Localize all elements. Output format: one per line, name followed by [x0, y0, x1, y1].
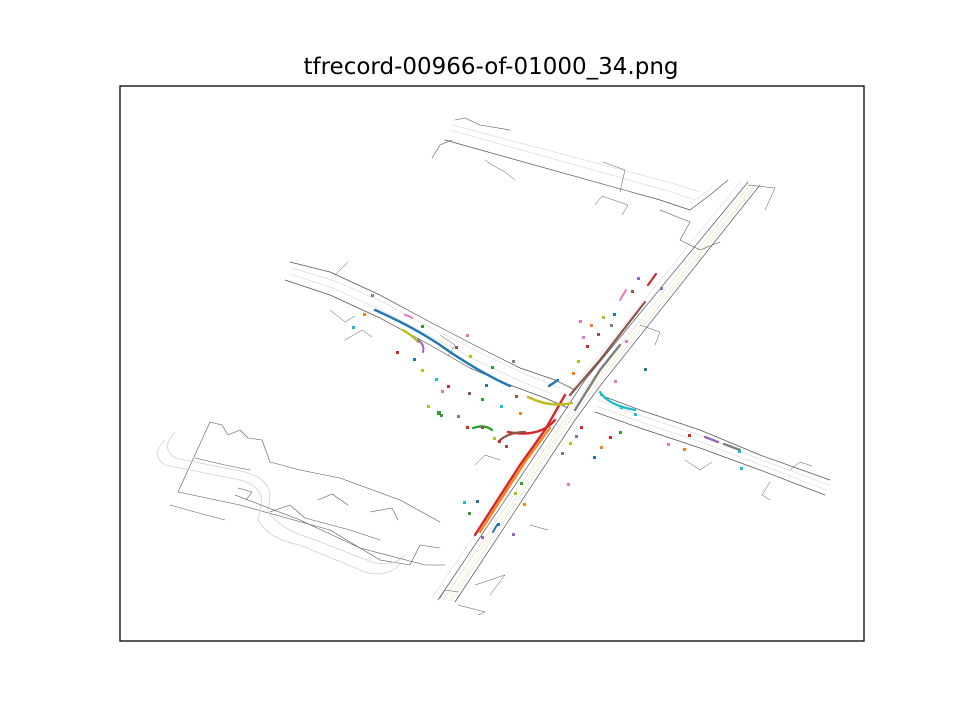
upper-road [431, 117, 776, 251]
trajectory-brown-ne [568, 300, 647, 397]
east-road [594, 324, 831, 501]
trajectory-olive-west [401, 328, 420, 344]
trajectory-red-main [473, 393, 567, 537]
trajectory-gray-ne [573, 343, 622, 412]
trajectory-pink-ne [619, 289, 627, 301]
trajectory-olive-turn [526, 395, 574, 406]
south-east-road [439, 454, 549, 616]
plot-frame [119, 85, 865, 642]
trajectories [373, 272, 742, 537]
trajectory-brown-turn [498, 430, 527, 442]
trajectory-blue-short [547, 378, 560, 388]
trajectory-pink-west [404, 314, 413, 319]
trajectory-purple-west [417, 339, 425, 353]
trajectory-red-ne [646, 272, 658, 287]
trajectory-purple-east [703, 435, 720, 444]
parking-area [157, 421, 446, 575]
trajectory-cyan-east [598, 390, 637, 412]
trajectory-blue-west [373, 308, 512, 388]
trajectory-gray-east [722, 442, 742, 452]
agent-markers [352, 277, 743, 539]
figure-title: tfrecord-00966-of-01000_34.png [303, 54, 678, 80]
trajectory-blue-south [492, 524, 498, 533]
trajectory-orange-main [478, 426, 552, 534]
